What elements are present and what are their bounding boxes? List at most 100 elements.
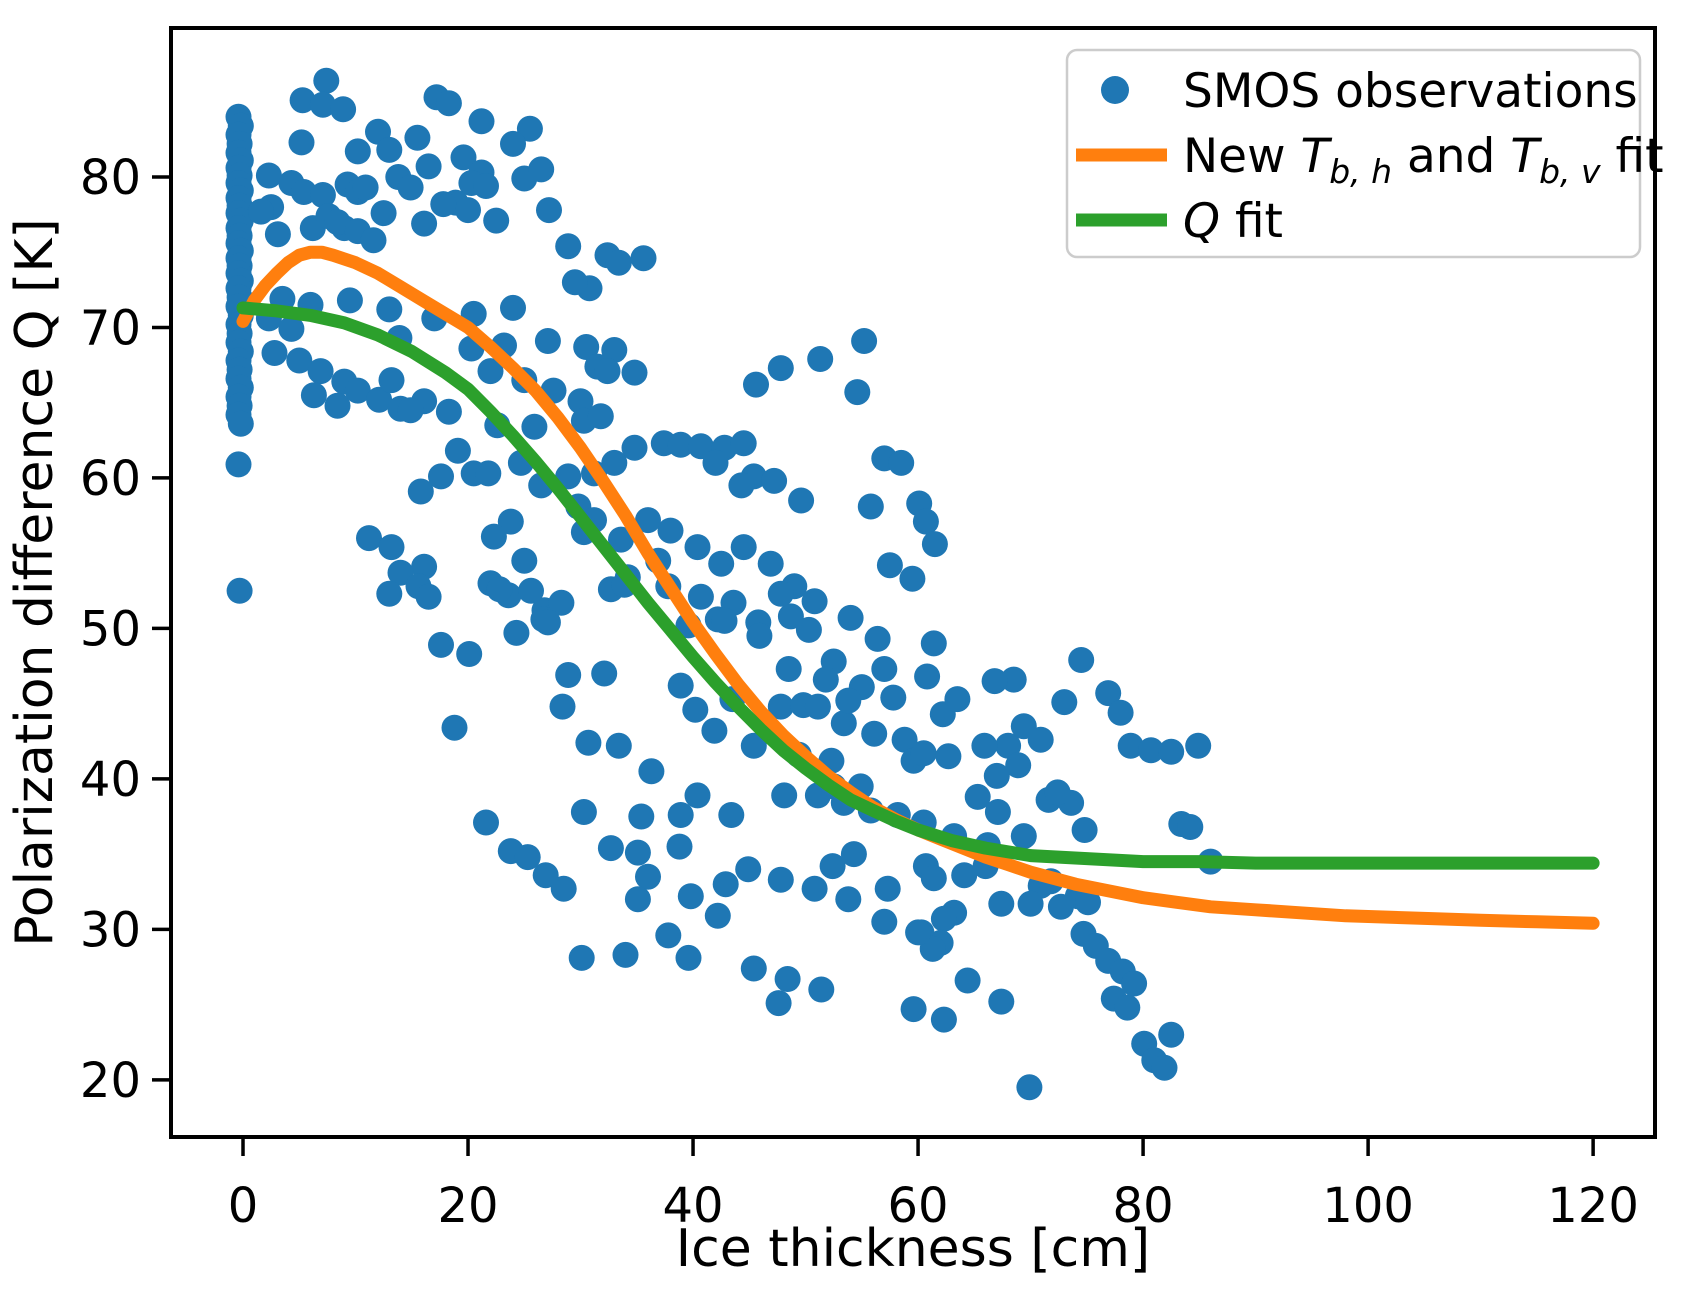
scatter-point <box>594 358 621 385</box>
scatter-point <box>983 762 1010 789</box>
y-tick-label: 70 <box>80 300 141 356</box>
x-axis-label: Ice thickness [cm] <box>676 1219 1150 1279</box>
scatter-point <box>840 841 867 868</box>
scatter-point <box>468 108 495 135</box>
scatter-point <box>635 863 661 890</box>
scatter-point <box>740 955 767 982</box>
scatter-point <box>920 865 947 892</box>
scatter-point <box>435 398 462 425</box>
scatter-point <box>684 782 711 809</box>
x-tick-label: 100 <box>1322 1178 1414 1234</box>
scatter-point <box>954 967 981 994</box>
scatter-point <box>605 249 632 276</box>
y-tick-label: 20 <box>80 1053 141 1109</box>
scatter-point <box>528 156 555 183</box>
scatter-point <box>788 487 815 514</box>
scatter-point <box>921 531 948 558</box>
y-tick-label: 50 <box>80 601 141 657</box>
y-tick-label: 60 <box>80 451 141 507</box>
scatter-point <box>397 174 424 201</box>
scatter-point <box>871 908 898 935</box>
scatter-point <box>428 463 454 490</box>
scatter-point <box>971 732 998 759</box>
scatter-point <box>376 136 403 163</box>
scatter-point <box>981 668 1008 695</box>
legend-label-text: and <box>1392 129 1510 184</box>
scatter-point <box>1177 814 1204 840</box>
scatter-point <box>352 174 379 201</box>
scatter-point <box>984 799 1011 825</box>
scatter-point <box>771 782 798 809</box>
legend-label-text: SMOS observations <box>1183 64 1638 119</box>
scatter-point <box>376 580 403 607</box>
scatter-point <box>728 472 755 499</box>
legend-entry: New Tb, h and Tb, v fit <box>1076 129 1664 191</box>
scatter-point <box>555 233 582 260</box>
scatter-point <box>624 839 651 866</box>
y-tick-label: 80 <box>80 150 141 206</box>
scatter-point <box>307 358 334 385</box>
scatter-point <box>441 714 468 741</box>
scatter-point <box>767 866 794 893</box>
scatter-point <box>711 607 738 634</box>
scatter-point <box>568 944 595 971</box>
scatter-point <box>1027 726 1054 753</box>
scatter-point <box>344 377 371 404</box>
scatter-point <box>608 526 634 553</box>
scatter-point <box>667 802 694 828</box>
y-axis-label: Polarization difference Q [K] <box>5 218 65 946</box>
x-tick-label: 20 <box>437 1178 498 1234</box>
legend-marker-dot <box>1101 76 1129 104</box>
scatter-point <box>500 130 526 157</box>
scatter-point <box>851 328 878 354</box>
scatter-point <box>278 315 305 342</box>
scatter-point <box>1044 779 1071 806</box>
scatter-point <box>313 67 340 94</box>
scatter-point <box>1158 1021 1185 1048</box>
scatter-point <box>775 656 802 682</box>
scatter-point <box>746 622 773 649</box>
scatter-point <box>366 386 393 413</box>
scatter-point <box>930 905 957 932</box>
scatter-point <box>1017 890 1044 917</box>
scatter-point <box>912 508 939 535</box>
legend-label-text: T <box>1300 129 1332 184</box>
scatter-point <box>702 449 729 476</box>
scatter-point <box>905 919 932 946</box>
scatter-point <box>687 583 714 610</box>
scatter-point <box>261 340 288 366</box>
scatter-point <box>567 388 594 415</box>
scatter-point <box>1051 689 1078 716</box>
scatter-point <box>910 740 937 767</box>
scatter-point <box>225 451 252 478</box>
scatter-point <box>514 844 541 871</box>
scatter-point <box>324 209 351 236</box>
scatter-point <box>300 382 327 409</box>
scatter-point <box>1107 699 1134 726</box>
scatter-point <box>601 449 628 476</box>
scatter-point <box>404 124 431 151</box>
scatter-point <box>657 517 684 544</box>
scatter-point <box>944 686 971 713</box>
scatter-point <box>290 179 317 205</box>
scatter-point <box>864 625 891 652</box>
scatter-point <box>1095 680 1122 707</box>
scatter-point <box>415 153 442 180</box>
scatter-point <box>1068 647 1095 673</box>
legend-label-subscript: b, h <box>1329 152 1392 191</box>
scatter-point <box>455 197 481 224</box>
scatter-point <box>900 996 927 1023</box>
legend-label-text: T <box>1510 129 1542 184</box>
scatter-point <box>675 944 702 971</box>
scatter-point <box>397 397 424 424</box>
scatter-point <box>730 430 757 457</box>
scatter-point <box>1071 817 1098 843</box>
legend-label-text: Q <box>1183 194 1220 249</box>
scatter-point <box>740 732 767 759</box>
scatter-point <box>1138 737 1164 764</box>
scatter-point <box>356 525 382 552</box>
scatter-point <box>1121 970 1148 997</box>
x-tick-label: 80 <box>1113 1178 1174 1234</box>
scatter-point <box>550 875 577 902</box>
scatter-point <box>591 660 618 687</box>
